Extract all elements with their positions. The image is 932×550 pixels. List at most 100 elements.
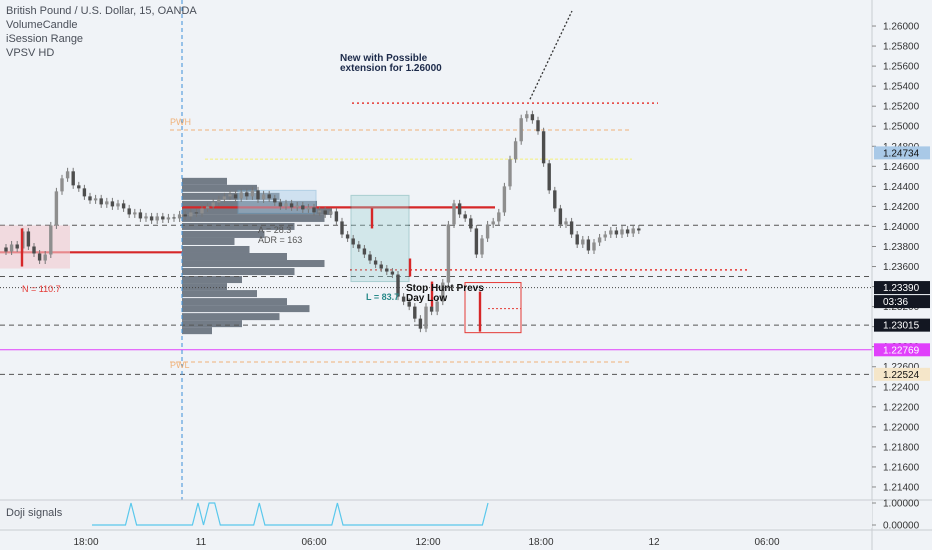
candle: [301, 201, 305, 213]
candle-body: [222, 196, 227, 200]
candle-body: [609, 230, 613, 235]
price-tag: [874, 146, 930, 160]
candle-body: [37, 253, 42, 261]
candle-body: [306, 207, 311, 210]
candle: [581, 235, 585, 248]
price-tick-label: 1.21400: [883, 482, 920, 493]
price-tick-label: 1.24400: [883, 182, 920, 193]
candle: [390, 268, 395, 279]
profile-bar: [182, 313, 280, 321]
legend-indicator-vpsv[interactable]: VPSV HD: [6, 47, 55, 59]
candle: [547, 159, 551, 194]
profile-bar: [182, 268, 295, 276]
profile-bar: [182, 177, 227, 185]
candle: [43, 250, 47, 265]
candle: [418, 315, 423, 333]
candle: [373, 257, 378, 269]
candle: [155, 212, 159, 224]
candle-body: [474, 228, 479, 255]
candle-body: [200, 208, 204, 214]
candle: [4, 243, 8, 256]
candle: [99, 194, 103, 208]
candle: [121, 199, 126, 212]
candle-body: [189, 212, 193, 217]
candle: [194, 208, 199, 217]
candle-body: [49, 225, 53, 255]
candle: [71, 167, 75, 189]
candle: [245, 188, 249, 200]
price-tag-label: 1.23390: [883, 283, 920, 294]
candle: [368, 250, 372, 265]
candle-body: [93, 198, 98, 201]
candle-body: [138, 212, 143, 219]
candle: [77, 181, 81, 192]
candle: [603, 230, 607, 241]
candle: [457, 199, 462, 218]
candle-body: [4, 247, 8, 252]
candle-body: [205, 206, 210, 209]
stop-hunt-annotation: Stop Hunt Prevs: [406, 283, 484, 294]
candle: [116, 199, 120, 210]
candle-body: [553, 190, 557, 209]
candle: [9, 240, 14, 256]
candle-body: [273, 198, 277, 203]
price-tick-label: 1.22400: [883, 382, 920, 393]
candle-body: [71, 171, 75, 186]
candle-body: [502, 186, 507, 213]
candle: [60, 174, 64, 195]
candle: [306, 203, 311, 213]
candle: [323, 206, 327, 218]
candle-body: [155, 216, 159, 221]
candle: [138, 208, 143, 222]
legend-indicator-isession[interactable]: iSession Range: [6, 33, 84, 45]
candle: [312, 203, 316, 216]
candle: [93, 194, 98, 204]
headline-annotation: extension for 1.26000: [340, 63, 442, 74]
price-tag-label: 1.22769: [883, 345, 920, 356]
price-tag: [874, 318, 930, 332]
candle-body: [373, 260, 378, 265]
candle-body: [60, 178, 64, 192]
legend-symbol[interactable]: British Pound / U.S. Dollar, 15, OANDA: [6, 5, 197, 17]
candle-body: [245, 192, 249, 197]
price-tick-label: 1.25600: [883, 62, 920, 73]
candle: [239, 188, 243, 202]
candle: [284, 199, 288, 210]
candle-body: [345, 234, 350, 239]
candle-body: [149, 216, 154, 221]
candle-body: [435, 301, 439, 312]
candle: [32, 242, 36, 258]
time-tick-label: 12: [648, 537, 660, 548]
candle: [480, 234, 484, 259]
candle: [558, 204, 563, 228]
candle-body: [637, 228, 641, 231]
candle: [441, 279, 445, 306]
legend-indicator-volumecandle[interactable]: VolumeCandle: [6, 19, 78, 31]
price-tag-label: 1.24734: [883, 148, 920, 159]
profile-bar: [182, 283, 227, 291]
candle-body: [301, 205, 305, 210]
price-tag-label: 1.23015: [883, 321, 920, 332]
price-tick-label: 1.21600: [883, 462, 920, 473]
candle-body: [558, 208, 563, 225]
candle: [172, 213, 176, 222]
candle: [177, 210, 182, 222]
candle: [474, 224, 479, 259]
candle-body: [32, 246, 36, 254]
doji-tick-label: 1.00000: [883, 499, 920, 510]
candle-body: [183, 214, 187, 217]
candle: [513, 137, 518, 163]
price-tick-label: 1.23600: [883, 262, 920, 273]
candle-body: [631, 228, 635, 234]
doji-pane-label[interactable]: Doji signals: [6, 507, 63, 519]
candle-body: [368, 254, 372, 261]
profile-bar: [182, 253, 287, 261]
candle-body: [295, 205, 299, 208]
candle: [261, 190, 266, 203]
candle-body: [401, 296, 406, 302]
candle-body: [166, 217, 171, 220]
candle-body: [614, 230, 619, 235]
candle-body: [497, 212, 501, 222]
